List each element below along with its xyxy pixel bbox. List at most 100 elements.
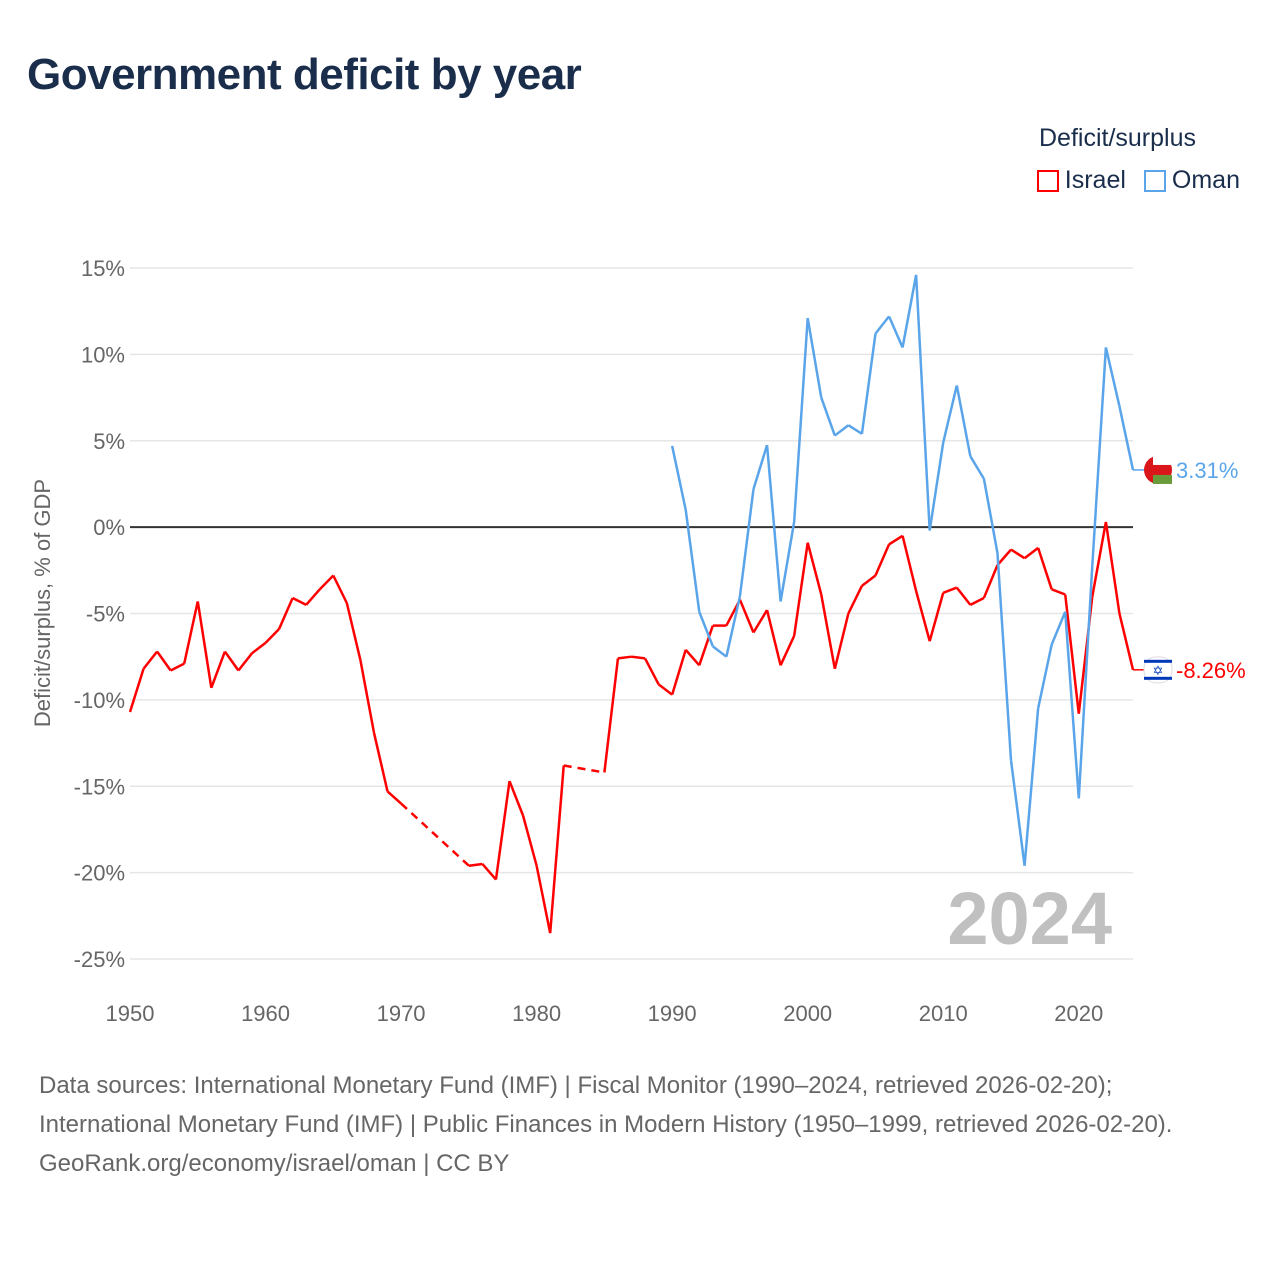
oman-line-segment (806, 317, 823, 398)
israel-line-segment (1036, 547, 1053, 590)
israel-line-segment (670, 649, 687, 696)
israel-line-segment (196, 601, 213, 688)
legend-item-israel[interactable]: Israel (1036, 166, 1126, 195)
oman-line-segment (752, 444, 769, 490)
israel-line-segment (914, 590, 931, 642)
israel-line-segment (1063, 594, 1081, 714)
israel-line-segment (752, 609, 769, 634)
oman-line-segment (1050, 611, 1067, 646)
x-tick-label: 2010 (919, 1001, 968, 1026)
israel-line-segment (698, 625, 715, 666)
oman-line-segment (1063, 611, 1081, 799)
footer-link[interactable]: GeoRank.org/economy/israel/oman | CC BY (39, 1150, 510, 1177)
oman-end-label: 3.31% (1176, 458, 1238, 483)
israel-line-segment (603, 658, 620, 773)
oman-line-segment (1104, 347, 1121, 407)
israel-line-segment (1091, 521, 1108, 597)
x-tick-label: 1980 (512, 1001, 561, 1026)
oman-line-segment (942, 385, 959, 443)
oman-line-segment (765, 444, 782, 602)
oman-line-segment (955, 385, 972, 457)
oman-line-segment (996, 552, 1013, 761)
x-tick-label: 2000 (783, 1001, 832, 1026)
israel-line-segment (792, 542, 809, 637)
israel-line-segment (182, 601, 199, 664)
israel-line-segment (372, 732, 389, 792)
legend-item-oman[interactable]: Oman (1143, 166, 1240, 195)
oman-line-segment (684, 509, 701, 612)
israel-line-segment (631, 655, 646, 660)
y-tick-label: 15% (81, 256, 125, 281)
legend-label: Oman (1171, 166, 1240, 194)
israel-line-segment (833, 613, 850, 670)
oman-line-segment (1009, 760, 1026, 866)
data-sources: Data sources: International Monetary Fun… (39, 1072, 1173, 1138)
oman-line-segment (712, 645, 728, 658)
israel-line-segment (277, 597, 294, 630)
svg-text:✡: ✡ (1153, 663, 1164, 678)
israel-line-segment (657, 683, 673, 696)
oman-line-segment (738, 488, 755, 597)
legend-label: Israel (1064, 166, 1126, 194)
oman-line-segment (860, 333, 877, 435)
oman-line-segment (1077, 565, 1094, 799)
israel-line-segment (982, 564, 999, 599)
oman-line-segment (792, 318, 809, 523)
y-tick-label: -25% (74, 947, 125, 972)
oman-line-segment (1023, 708, 1040, 866)
israel-line-segment (1023, 546, 1039, 560)
oman-line-segment (887, 315, 904, 348)
israel-line-segment (1104, 521, 1121, 614)
israel-flag-icon: ✡ (1143, 656, 1173, 684)
oman-line-segment (670, 445, 687, 511)
oman-line-segment (847, 424, 863, 435)
oman-line-segment (982, 478, 999, 554)
oman-line-segment (874, 315, 891, 335)
y-tick-label: -20% (74, 861, 125, 886)
y-tick-label: -10% (74, 688, 125, 713)
oman-line-segment (969, 455, 985, 480)
oman-line-segment (1091, 347, 1108, 566)
y-axis-label: Deficit/surplus, % of GDP (30, 479, 55, 727)
israel-line-segment (359, 659, 376, 733)
israel-line-segment (861, 574, 877, 587)
oman-line-segment (914, 274, 931, 531)
israel-line-segment (468, 862, 483, 867)
israel-line-segment (251, 641, 267, 655)
israel-line-segment (386, 790, 402, 805)
israel-line-segment (292, 596, 307, 606)
x-tick-label: 1990 (648, 1001, 697, 1026)
israel-line-segment (535, 865, 552, 934)
israel-line-segment (156, 650, 172, 672)
israel-line-segment (521, 815, 538, 867)
israel-line-segment (955, 586, 972, 606)
year-watermark: 2024 (947, 877, 1112, 960)
israel-line-segment (264, 628, 280, 644)
israel-line-segment (1010, 548, 1026, 560)
israel-line-segment (142, 650, 159, 670)
israel-line-segment (305, 588, 321, 606)
y-tick-label: 10% (81, 342, 125, 367)
israel-line-segment (237, 652, 253, 672)
israel-line-segment (901, 535, 918, 592)
israel-line-segment (210, 651, 227, 689)
israel-line-segment (643, 657, 660, 685)
oman-swatch (1143, 169, 1166, 192)
y-tick-label: 0% (93, 515, 125, 540)
oman-line-segment (834, 424, 850, 437)
israel-line-segment (874, 543, 891, 576)
x-tick-label: 1950 (106, 1001, 155, 1026)
israel-line-segment (345, 602, 362, 661)
israel-line-segment (942, 586, 958, 594)
y-tick-label: -5% (86, 602, 125, 627)
israel-line-segment (847, 585, 864, 615)
y-tick-label: 5% (93, 429, 125, 454)
israel-line-segment (765, 609, 782, 666)
y-tick-label: -15% (74, 774, 125, 799)
israel-line-segment (170, 662, 185, 672)
x-tick-label: 1960 (241, 1001, 290, 1026)
israel-line-segment (1051, 588, 1066, 596)
israel-line-segment (820, 594, 837, 670)
israel-line-segment (548, 765, 565, 934)
